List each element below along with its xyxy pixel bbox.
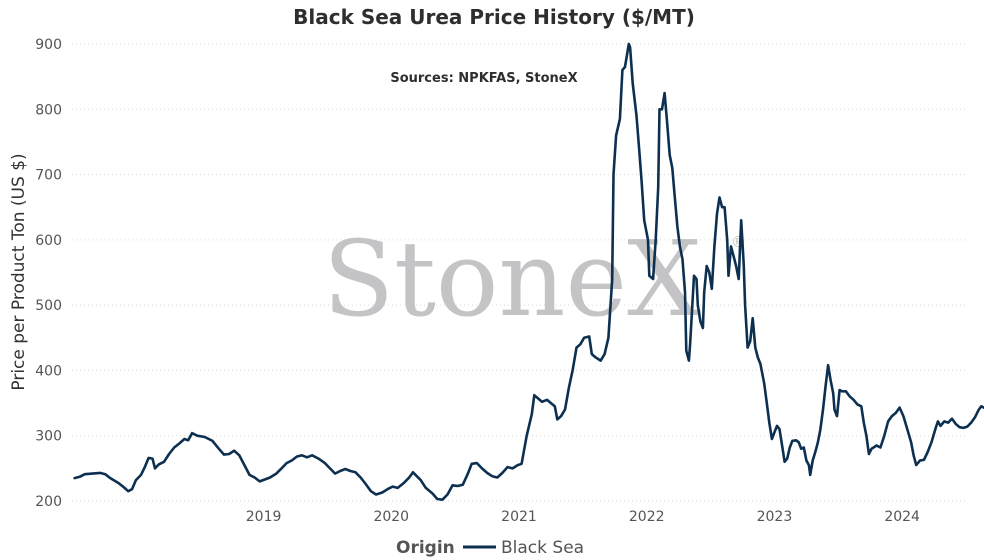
legend-label-black-sea[interactable]: Black Sea [501, 538, 584, 558]
y-tick-label-400: 400 [35, 363, 62, 379]
y-tick-label-900: 900 [35, 37, 62, 53]
watermark-text: StoneX [323, 218, 701, 340]
chart-subtitle: Sources: NPKFAS, StoneX [390, 71, 577, 86]
x-tick-label-2024: 2024 [884, 509, 920, 525]
legend-title: Origin [396, 538, 455, 558]
series-line-black-sea[interactable] [73, 42, 984, 501]
y-tick-label-500: 500 [35, 298, 62, 314]
y-tick-label-200: 200 [35, 494, 62, 510]
series-layer [73, 42, 984, 501]
legend[interactable]: Origin Black Sea [396, 538, 584, 558]
y-axis-title: Price per Product Ton (US $) [9, 153, 29, 390]
x-tick-label-2021: 2021 [501, 509, 537, 525]
y-tick-label-700: 700 [35, 168, 62, 184]
y-axis-ticks: 200 300 400 500 600 700 800 900 [35, 37, 62, 510]
y-tick-label-800: 800 [35, 102, 62, 118]
x-tick-label-2019: 2019 [246, 509, 282, 525]
chart-title: Black Sea Urea Price History ($/MT) [293, 5, 695, 29]
y-tick-label-600: 600 [35, 233, 62, 249]
grid-lines [72, 43, 966, 502]
x-tick-label-2022: 2022 [629, 509, 665, 525]
x-tick-label-2023: 2023 [757, 509, 793, 525]
x-tick-label-2020: 2020 [373, 509, 409, 525]
watermark: StoneX ® [323, 218, 746, 340]
y-tick-label-300: 300 [35, 429, 62, 445]
x-axis-ticks: 2019 2020 2021 2022 2023 2024 [246, 509, 920, 525]
